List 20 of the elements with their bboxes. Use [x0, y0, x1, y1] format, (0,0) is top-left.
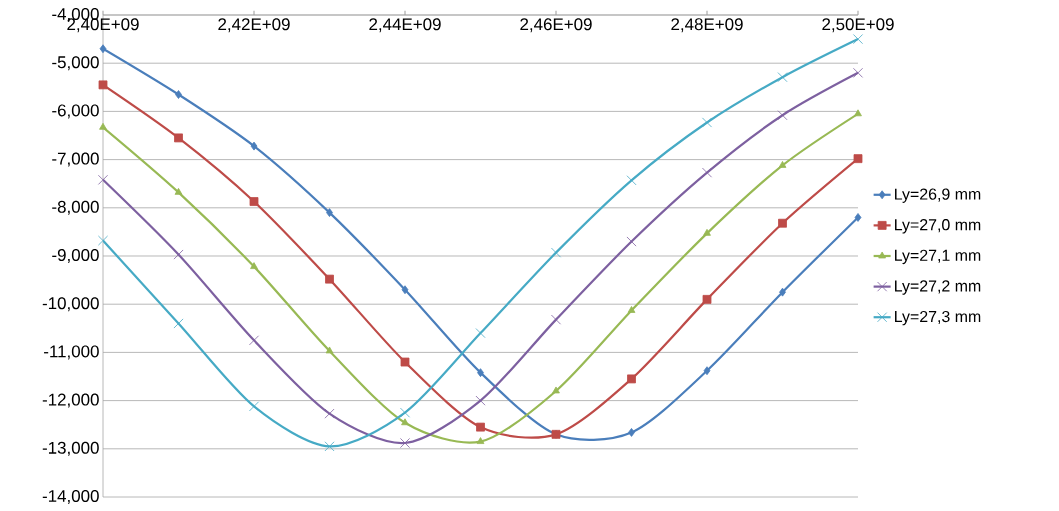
legend-label: Ly=27,1 mm — [895, 249, 981, 265]
x-tick-label: 2,44E+09 — [369, 18, 441, 33]
y-tick-label: -13,000 — [42, 441, 99, 456]
legend-label: Ly=27,2 mm — [895, 280, 981, 295]
y-tick-label: -8,000 — [52, 200, 99, 215]
x-tick-label: 2,42E+09 — [218, 18, 290, 33]
y-tick-label: -7,000 — [52, 152, 99, 167]
x-tick-label: 2,48E+09 — [671, 18, 743, 33]
x-tick-label: 2,50E+09 — [822, 18, 894, 33]
y-tick-label: -12,000 — [42, 393, 99, 408]
legend-label: Ly=26,9 mm — [895, 188, 981, 203]
y-tick-label: -9,000 — [52, 249, 99, 263]
y-tick-label: -14,000 — [42, 490, 99, 504]
x-tick-label: 2,46E+09 — [520, 18, 592, 33]
legend-label: Ly=27,3 mm — [895, 310, 981, 326]
y-tick-label: -5,000 — [52, 56, 99, 71]
y-tick-label: -6,000 — [52, 104, 99, 119]
legend-label: Ly=27,0 mm — [895, 219, 981, 234]
y-tick-label: -10,000 — [42, 297, 99, 312]
y-tick-label: -11,000 — [44, 345, 99, 360]
